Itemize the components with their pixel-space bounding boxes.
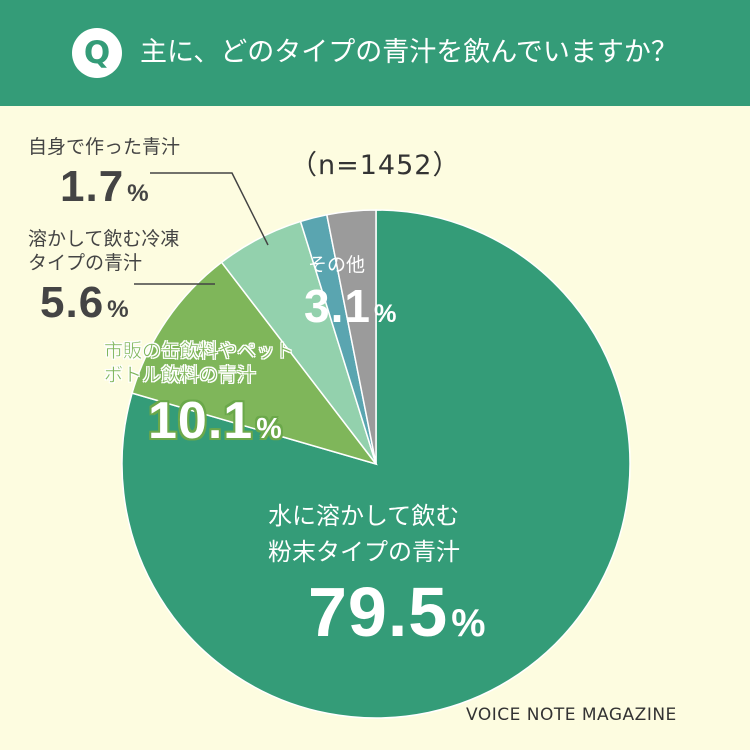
slice-label-other: その他 3.1% xyxy=(304,254,396,342)
slice-name-bottled-line1: 市販の缶飲料やペット xyxy=(104,340,295,362)
slice-label-homemade: 自身で作った青汁 1.7% xyxy=(28,136,180,221)
slice-name-powder-line2: 粉末タイプの青汁 xyxy=(268,538,460,566)
header-banner: Q 主に、どのタイプの青汁を飲んでいますか？ xyxy=(0,0,750,106)
slice-value-frozen: 5.6% xyxy=(40,276,179,337)
slice-value-powder-number: 79.5 xyxy=(308,573,449,651)
slice-value-homemade-unit: % xyxy=(127,179,149,207)
pie-slice-bottled xyxy=(131,261,378,466)
slice-name-frozen-line2: タイプの青汁 xyxy=(28,251,143,274)
slice-value-powder: 79.5% xyxy=(308,570,485,666)
slice-name-powder-line1: 水に溶かして飲む xyxy=(268,502,460,530)
slice-name-frozen-line1: 溶かして飲む冷凍 xyxy=(28,228,180,250)
slice-name-homemade: 自身で作った青汁 xyxy=(28,136,181,158)
slice-value-powder-unit: % xyxy=(451,602,486,645)
question-badge: Q xyxy=(72,28,122,78)
slice-name-other: その他 xyxy=(308,254,366,276)
leader-line-homemade xyxy=(150,172,269,246)
slice-value-other-unit: % xyxy=(373,299,397,328)
slice-label-frozen: 溶かして飲む冷凍 タイプの青汁 5.6% xyxy=(28,228,179,337)
pie-slice-other xyxy=(325,209,377,465)
slice-value-other: 3.1% xyxy=(304,278,396,342)
slice-value-bottled: 10.1% xyxy=(148,388,294,462)
slice-value-frozen-unit: % xyxy=(107,295,129,323)
slice-label-bottled: 市販の缶飲料やペット ボトル飲料の青汁 10.1% xyxy=(104,340,294,462)
slice-value-homemade: 1.7% xyxy=(60,160,180,221)
slice-value-bottled-unit: % xyxy=(256,412,282,445)
slice-value-bottled-number: 10.1 xyxy=(148,391,254,450)
slice-label-powder: 水に溶かして飲む 粉末タイプの青汁 79.5% xyxy=(268,498,485,666)
slice-value-homemade-number: 1.7 xyxy=(60,161,125,211)
slice-value-other-number: 3.1 xyxy=(304,279,371,332)
slice-name-bottled-line2: ボトル飲料の青汁 xyxy=(104,363,257,386)
publisher-credit: VOICE NOTE MAGAZINE xyxy=(466,705,677,725)
question-title: 主に、どのタイプの青汁を飲んでいますか？ xyxy=(140,37,678,68)
sample-size-label: （n=1452） xyxy=(290,150,461,181)
slice-value-frozen-number: 5.6 xyxy=(40,277,105,327)
